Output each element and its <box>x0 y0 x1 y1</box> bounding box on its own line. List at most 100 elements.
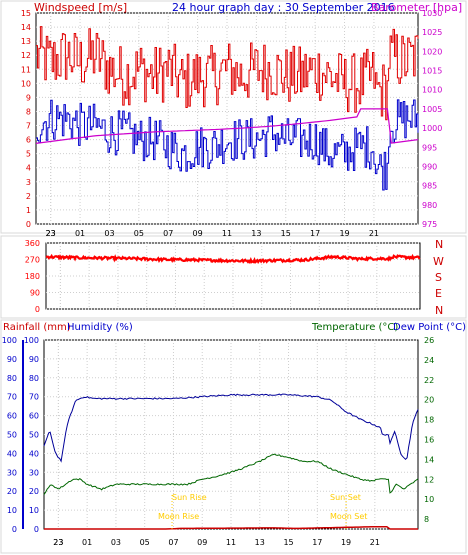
dir-label-s: S <box>435 271 442 284</box>
temperature-y-tick-label: 8 <box>424 515 429 524</box>
temperature-line <box>43 453 419 495</box>
rain-y-tick-label: 0 <box>12 525 17 534</box>
wind-x-tick-label: 21 <box>369 229 379 238</box>
wind-y-tick-label: 14 <box>21 23 31 32</box>
barometer-y-tick-label: 975 <box>422 220 437 229</box>
humidity-y-ticks: 0 10 20 30 40 50 60 70 80 90 100 <box>24 336 39 534</box>
humidity-x-tick-label: 09 <box>197 538 207 547</box>
dir-label-e: E <box>435 287 442 300</box>
sun-set-label: Sun Set <box>330 493 361 502</box>
moon-rise-label: Moon Rise <box>158 512 199 521</box>
barometer-y-tick-label: 995 <box>422 143 437 152</box>
rain-y-tick-label: 50 <box>7 431 17 440</box>
barometer-y-tick-label: 1015 <box>422 67 442 76</box>
humidity-y-tick-label: 40 <box>29 449 39 458</box>
direction-y-tick-label: 0 <box>35 305 40 314</box>
windspeed-label: Windspeed [m/s] <box>34 1 127 14</box>
humidity-label: Humidity (%) <box>67 322 133 333</box>
rain-line <box>44 525 418 530</box>
humidity-x-tick-label: 07 <box>168 538 178 547</box>
barometer-y-tick-label: 1025 <box>422 28 442 37</box>
moon-set-label: Moon Set <box>330 512 367 521</box>
wind-average-line <box>36 99 419 191</box>
humidity-x-tick-label: 23 <box>53 538 63 547</box>
humidity-y-tick-label: 10 <box>29 506 39 515</box>
rain-y-tick-label: 100 <box>2 336 17 345</box>
humidity-x-tick-label: 21 <box>370 538 380 547</box>
humidity-temperature-series <box>43 393 419 530</box>
humidity-x-tick-label: 19 <box>341 538 351 547</box>
humidity-x-tick-label: 01 <box>82 538 92 547</box>
temperature-y-tick-label: 16 <box>424 435 434 444</box>
dir-label-w: W <box>433 255 444 268</box>
humidity-x-tick-label: 13 <box>255 538 265 547</box>
humidity-y-tick-label: 80 <box>29 374 39 383</box>
wind-direction-line <box>45 253 421 265</box>
direction-series <box>45 253 421 265</box>
direction-y-tick-label: 180 <box>25 272 40 281</box>
wind-y-tick-label: 4 <box>26 164 31 173</box>
wind-y-tick-label: 3 <box>26 178 31 187</box>
barometer-y-tick-label: 1010 <box>422 86 442 95</box>
rain-y-ticks: 0 10 20 30 40 50 60 70 80 90 100 <box>2 336 17 534</box>
humidity-y-tick-label: 70 <box>29 393 39 402</box>
wind-y-tick-label: 0 <box>26 220 31 229</box>
barometer-y-tick-label: 990 <box>422 162 437 171</box>
temperature-y-tick-label: 18 <box>424 416 434 425</box>
humidity-y-tick-label: 0 <box>34 525 39 534</box>
humidity-y-tick-label: 30 <box>29 468 39 477</box>
wind-x-tick-label: 15 <box>281 229 291 238</box>
rain-y-tick-label: 20 <box>7 487 17 496</box>
humidity-y-tick-label: 90 <box>29 355 39 364</box>
temperature-y-ticks: 8 10 12 14 16 18 20 22 24 26 <box>424 336 434 524</box>
wind-x-tick-label: 23 <box>46 229 56 238</box>
wind-x-tick-label: 19 <box>339 229 349 238</box>
dewpoint-label: Dew Point (°C) <box>393 322 466 333</box>
rain-y-tick-label: 80 <box>7 374 17 383</box>
wind-y-tick-label: 1 <box>26 206 31 215</box>
wind-x-tick-label: 13 <box>251 229 261 238</box>
wind-x-tick-label: 01 <box>75 229 85 238</box>
wind-y-tick-label: 6 <box>26 136 31 145</box>
barometer-y-tick-label: 980 <box>422 201 437 210</box>
humidity-x-tick-label: 23 <box>53 538 63 547</box>
humidity-line <box>43 393 419 463</box>
wind-y-tick-label: 10 <box>21 79 31 88</box>
humidity-x-tick-label: 05 <box>140 538 150 547</box>
barometer-y-tick-label: 1020 <box>422 47 442 56</box>
wind-x-tick-label: 07 <box>163 229 173 238</box>
temperature-y-tick-label: 20 <box>424 396 434 405</box>
humidity-x-tick-label: 17 <box>312 538 322 547</box>
barometer-y-tick-label: 985 <box>422 182 437 191</box>
humidity-x-tick-label: 15 <box>283 538 293 547</box>
rain-y-tick-label: 60 <box>7 412 17 421</box>
direction-y-tick-label: 90 <box>30 289 40 298</box>
wind-y-tick-label: 15 <box>21 9 31 18</box>
wind-x-tick-label: 23 <box>46 229 56 238</box>
humidity-y-tick-label: 100 <box>24 336 39 345</box>
wind-x-tick-label: 09 <box>193 229 203 238</box>
temperature-y-tick-label: 26 <box>424 336 434 345</box>
dir-label-n-top: N <box>435 238 443 251</box>
sun-rise-label: Sun Rise <box>172 493 207 502</box>
wind-y-tick-label: 7 <box>26 122 31 131</box>
wind-x-tick-label: 11 <box>222 229 232 238</box>
wind-gust-line <box>36 26 419 121</box>
temperature-y-tick-label: 22 <box>424 376 434 385</box>
temperature-y-tick-label: 14 <box>424 455 434 464</box>
temperature-y-tick-label: 12 <box>424 475 434 484</box>
direction-y-ticks: 360 270 180 90 0 <box>25 239 40 314</box>
rain-y-tick-label: 40 <box>7 449 17 458</box>
dir-label-n-bottom: N <box>435 304 443 317</box>
wind-y-tick-label: 8 <box>26 107 31 116</box>
rain-y-tick-label: 10 <box>7 506 17 515</box>
wind-y-tick-label: 11 <box>21 65 31 74</box>
rainfall-label: Rainfall (mm) <box>3 322 71 333</box>
barometer-y-tick-label: 1000 <box>422 124 442 133</box>
barometer-y-tick-label: 1005 <box>422 105 442 114</box>
barometer-line <box>35 108 419 144</box>
